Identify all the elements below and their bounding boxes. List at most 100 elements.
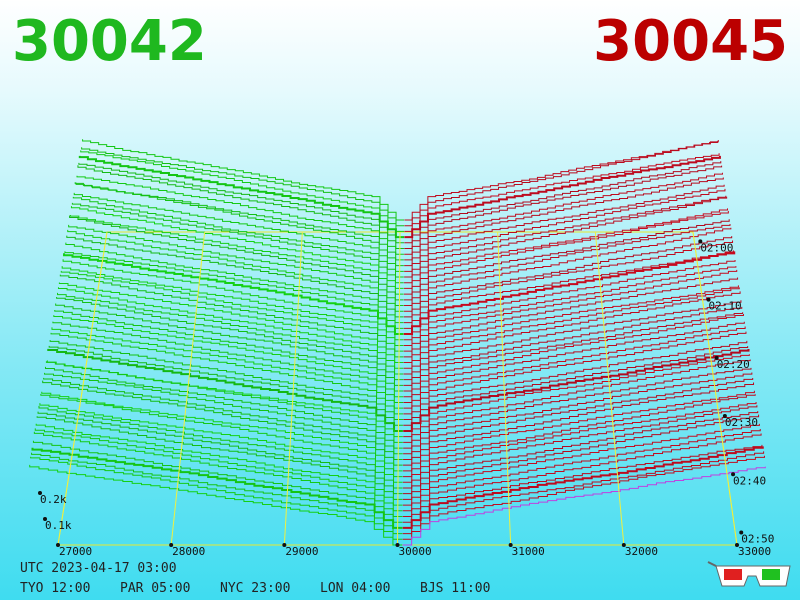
bid-depth-line [31, 447, 403, 529]
bid-depth-line [65, 242, 404, 324]
price-tick [169, 543, 174, 547]
ask-depth-line [403, 390, 755, 472]
bid-depth-line [51, 327, 404, 409]
city-clock: PAR 05:00 [120, 581, 190, 596]
ask-depth-line [403, 227, 732, 312]
bid-depth-line [77, 165, 404, 250]
depth-lines [29, 139, 766, 546]
bid-depth-line [60, 270, 404, 352]
ask-depth-line [403, 359, 751, 443]
bid-depth-line [66, 235, 404, 318]
bid-depth-line [76, 175, 404, 255]
price-tick [395, 543, 400, 547]
price-grid-line [692, 231, 738, 546]
ask-depth-line [404, 188, 726, 272]
city-clock: NYC 23:00 [220, 581, 290, 596]
bid-depth-line [78, 155, 405, 239]
ask-depth-line [403, 291, 741, 375]
ask-depth-line [402, 411, 759, 495]
ask-depth-line [404, 196, 728, 284]
bid-depth-line [41, 391, 403, 472]
bid-depth-line [69, 215, 404, 301]
ask-depth-line [404, 177, 724, 261]
price-tick-label: 29000 [285, 545, 318, 558]
price-tick [508, 543, 513, 547]
bid-depth-line [58, 282, 404, 364]
time-tick-label: 02:00 [700, 241, 733, 254]
ask-depth-line [404, 161, 722, 244]
ask-depth-line [402, 446, 764, 529]
glasses-icon [707, 561, 791, 587]
bid-depth-line [53, 315, 404, 398]
price-grid-line [57, 231, 108, 546]
ask-depth-line [404, 141, 718, 221]
bid-depth-line [50, 332, 403, 415]
time-tick-label: 02:40 [733, 474, 766, 487]
bid-depth-line [44, 366, 403, 449]
bid-depth-line [57, 287, 404, 369]
utc-time: UTC 2023-04-17 03:00 [20, 561, 177, 576]
bid-depth-line [74, 182, 404, 267]
ask-depth-line [403, 306, 743, 386]
time-tick-label: 02:10 [709, 300, 742, 313]
ask-depth-line [403, 354, 750, 438]
bid-depth-line [62, 259, 404, 341]
time-tick [698, 239, 703, 244]
time-tick [706, 297, 711, 302]
ask-depth-line [402, 444, 763, 523]
ask-depth-line [404, 139, 719, 227]
ask-depth-line [404, 155, 721, 239]
price-grid-line [283, 231, 303, 546]
ask-depth-line [403, 259, 736, 341]
bid-depth-line [78, 162, 404, 244]
bid-depth-line [34, 428, 403, 512]
ask-depth-line [403, 382, 755, 466]
ask-depth-line [402, 401, 757, 483]
ask-depth-line [402, 466, 766, 546]
price-tick-label: 30000 [399, 545, 432, 558]
city-clock: BJS 11:00 [420, 581, 490, 596]
bid-depth-line [68, 224, 404, 307]
bid-depth-line [52, 321, 404, 403]
bid-depth-line [56, 297, 404, 381]
ask-depth-line [403, 331, 747, 415]
ask-depth-line [403, 300, 742, 381]
ask-depth-line [403, 372, 753, 455]
ask-depth-line [403, 269, 738, 352]
time-tick-label: 02:20 [717, 358, 750, 371]
bid-depth-line [81, 147, 405, 227]
ask-depth-line [402, 394, 756, 478]
bid-depth-line [72, 196, 404, 278]
ask-depth-line [403, 321, 745, 403]
time-tick [714, 355, 719, 360]
bid-depth-line [30, 456, 403, 540]
price-tick [56, 543, 60, 547]
price-tick [735, 543, 739, 547]
depth-tick-label: 0.2k [40, 493, 67, 506]
ask-depth-line [403, 312, 744, 392]
bid-depth-line [80, 150, 405, 232]
bid-depth-line [38, 405, 403, 489]
bid-depth-line [47, 348, 403, 432]
price-grid-line [170, 231, 206, 546]
bid-depth-line [71, 202, 404, 284]
bid-depth-line [45, 361, 403, 443]
bid-depth-line [33, 431, 403, 517]
ask-depth-line [403, 367, 752, 449]
bid-depth-line [36, 416, 403, 500]
bid-depth-line [35, 423, 403, 506]
bid-depth-line [70, 206, 404, 289]
bid-depth-line [49, 339, 403, 421]
bid-depth-line [48, 345, 403, 426]
ask-depth-line [402, 455, 765, 540]
time-tick [722, 414, 727, 419]
bid-price: 30042 [12, 9, 207, 74]
ask-depth-line [402, 451, 765, 535]
bid-depth-line [42, 380, 403, 466]
ask-depth-line [403, 240, 734, 324]
ask-depth-line [403, 349, 750, 432]
depth-tick [43, 517, 47, 521]
ask-depth-line [403, 236, 733, 318]
